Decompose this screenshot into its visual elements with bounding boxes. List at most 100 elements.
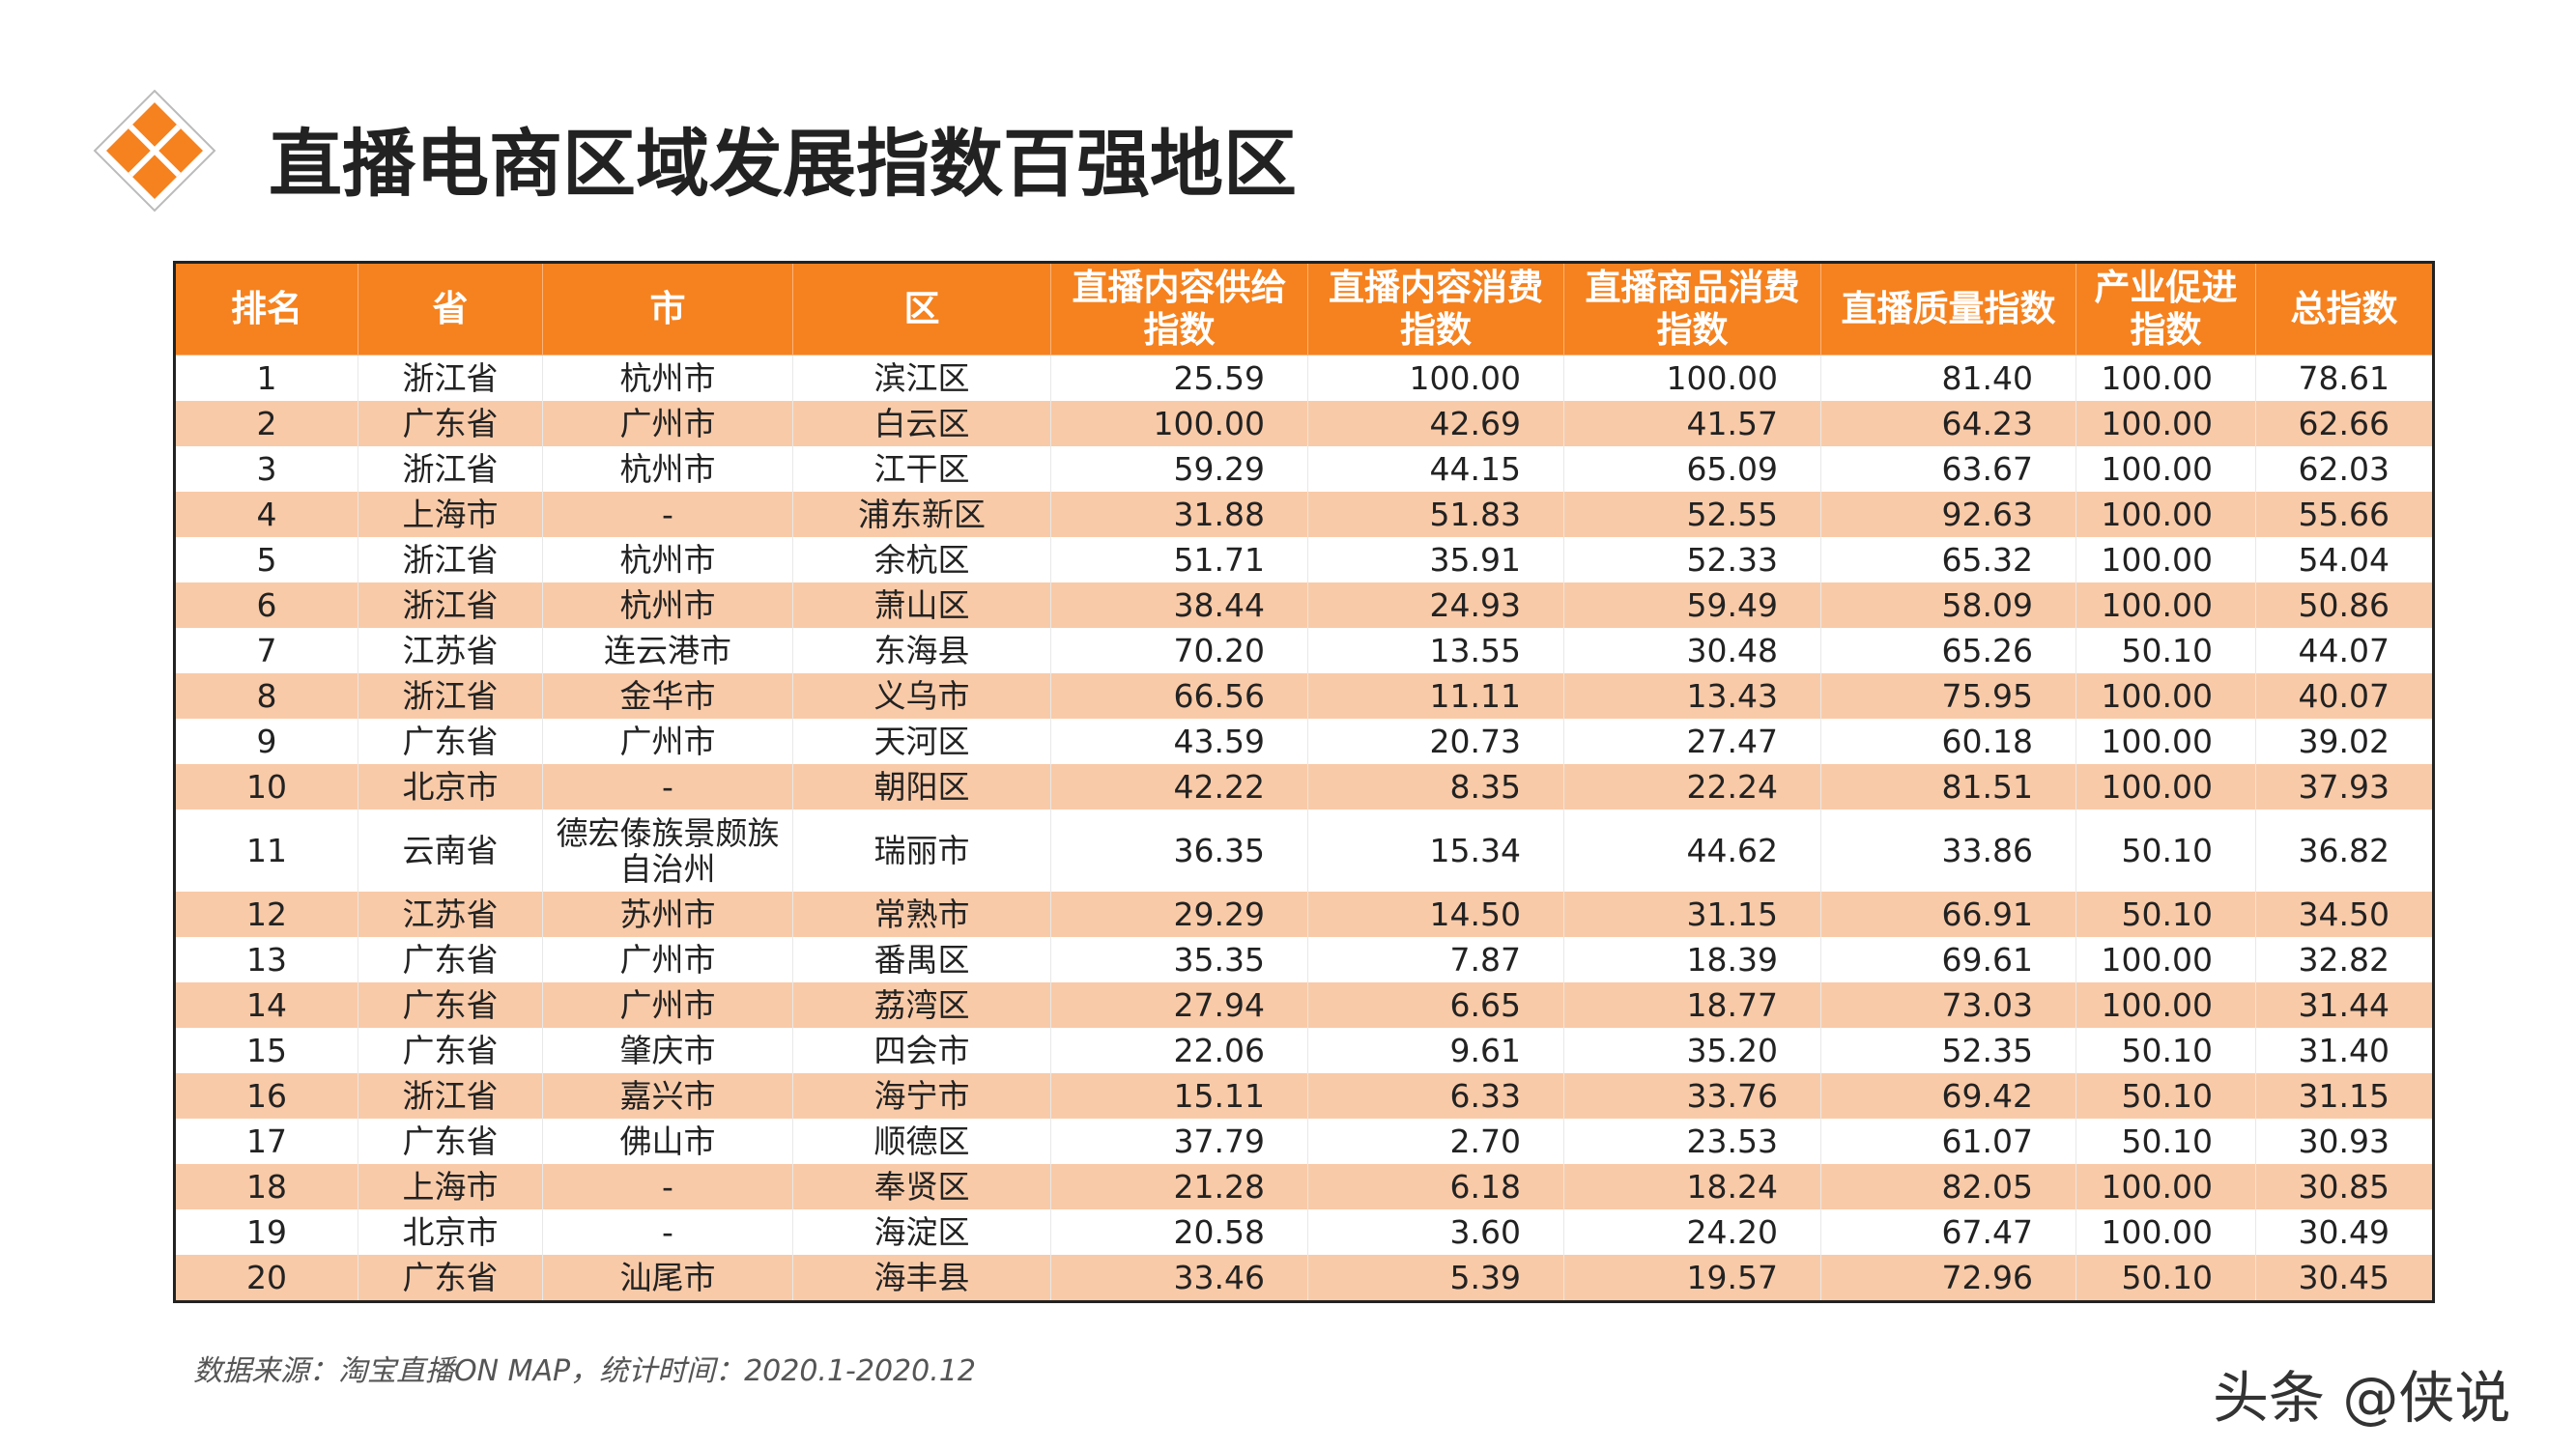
table-cell: 50.10 — [2075, 1255, 2256, 1302]
table-cell: 65.26 — [1820, 628, 2076, 673]
table-cell: 50.10 — [2075, 628, 2256, 673]
table-cell: 43.59 — [1050, 719, 1308, 764]
table-cell: 24.20 — [1563, 1209, 1821, 1255]
table-cell: 江干区 — [792, 446, 1051, 492]
table-cell: 14 — [174, 982, 358, 1028]
data-table: 排名省市区直播内容供给指数 直播内容消费指数 直播商品消费指数 直播质量指数 产业促进指… — [173, 261, 2435, 1303]
table-cell: - — [542, 764, 793, 810]
table-cell: 17 — [174, 1119, 358, 1164]
table-cell: 23.53 — [1563, 1119, 1821, 1164]
table-cell: 58.09 — [1820, 582, 2076, 628]
table-cell: 滨江区 — [792, 355, 1051, 401]
column-header: 直播商品消费指数 — [1563, 262, 1821, 355]
table-cell: 广东省 — [358, 982, 543, 1028]
table-cell: 72.96 — [1820, 1255, 2076, 1302]
table-cell: 50.10 — [2075, 1119, 2256, 1164]
column-header: 区 — [792, 262, 1051, 355]
table-cell: 19.57 — [1563, 1255, 1821, 1302]
page-title: 直播电商区域发展指数百强地区 — [269, 121, 1297, 207]
table-cell: 荔湾区 — [792, 982, 1051, 1028]
table-cell: 5.39 — [1307, 1255, 1564, 1302]
watermark: 头条 @侠说 — [2213, 1365, 2511, 1431]
column-header: 省 — [358, 262, 543, 355]
table-cell: 39.02 — [2255, 719, 2434, 764]
table-cell: 天河区 — [792, 719, 1051, 764]
table-cell: 24.93 — [1307, 582, 1564, 628]
table-cell: 18 — [174, 1164, 358, 1209]
table-cell: 顺德区 — [792, 1119, 1051, 1164]
table-cell: 50.10 — [2075, 1028, 2256, 1073]
table-cell: 7.87 — [1307, 937, 1564, 982]
table-cell: 37.79 — [1050, 1119, 1308, 1164]
table-cell: 11.11 — [1307, 673, 1564, 719]
table-cell: 20 — [174, 1255, 358, 1302]
table-cell: - — [542, 492, 793, 537]
table-row: 10 北京市 - 朝阳区 42.22 8.35 22.24 81.51 100.00 37.93 — [174, 764, 2434, 810]
table-row: 20 广东省 汕尾市 海丰县 33.46 5.39 19.57 72.96 50.10 30.45 — [174, 1255, 2434, 1302]
table-cell: 22.06 — [1050, 1028, 1308, 1073]
table-row: 19 北京市 - 海淀区 20.58 3.60 24.20 67.47 100.00 30.49 — [174, 1209, 2434, 1255]
table-cell: 100.00 — [2075, 1209, 2256, 1255]
table-cell: 65.32 — [1820, 537, 2076, 582]
table-cell: 6 — [174, 582, 358, 628]
table-cell: 100.00 — [2075, 982, 2256, 1028]
table-cell: 金华市 — [542, 673, 793, 719]
table-cell: 30.93 — [2255, 1119, 2434, 1164]
table-cell: 海淀区 — [792, 1209, 1051, 1255]
table-cell: 杭州市 — [542, 355, 793, 401]
table-cell: 5 — [174, 537, 358, 582]
table-cell: 69.61 — [1820, 937, 2076, 982]
table-row: 3 浙江省 杭州市 江干区 59.29 44.15 65.09 63.67 100.00 62.0… — [174, 446, 2434, 492]
table-cell: 3.60 — [1307, 1209, 1564, 1255]
table-cell: 50.10 — [2075, 1073, 2256, 1119]
table-cell: 100.00 — [2075, 537, 2256, 582]
table-cell: 朝阳区 — [792, 764, 1051, 810]
table-cell: 浙江省 — [358, 1073, 543, 1119]
table-cell: 75.95 — [1820, 673, 2076, 719]
table-cell: 15.34 — [1307, 810, 1564, 892]
column-header: 排名 — [174, 262, 358, 355]
table-cell: 100.00 — [2075, 492, 2256, 537]
table-row: 18 上海市 - 奉贤区 21.28 6.18 18.24 82.05 100.00 30.85 — [174, 1164, 2434, 1209]
table-cell: 36.35 — [1050, 810, 1308, 892]
table-cell: 13 — [174, 937, 358, 982]
table-row: 11 云南省 德宏傣族景颇族自治州 瑞丽市 36.35 15.34 44.62 33.86 50… — [174, 810, 2434, 892]
table-row: 7 江苏省 连云港市 东海县 70.20 13.55 30.48 65.26 50.10 44.0… — [174, 628, 2434, 673]
table-cell: 100.00 — [2075, 1164, 2256, 1209]
table-cell: 杭州市 — [542, 537, 793, 582]
table-cell: 22.24 — [1563, 764, 1821, 810]
table-cell: 35.91 — [1307, 537, 1564, 582]
table-cell: 3 — [174, 446, 358, 492]
table-cell: 100.00 — [2075, 937, 2256, 982]
table-row: 6 浙江省 杭州市 萧山区 38.44 24.93 59.49 58.09 100.00 50.8… — [174, 582, 2434, 628]
table-cell: 100.00 — [2075, 355, 2256, 401]
table-cell: 37.93 — [2255, 764, 2434, 810]
table-cell: 20.73 — [1307, 719, 1564, 764]
table-cell: 30.48 — [1563, 628, 1821, 673]
table-cell: 杭州市 — [542, 446, 793, 492]
table-cell: 10 — [174, 764, 358, 810]
table-row: 12 江苏省 苏州市 常熟市 29.29 14.50 31.15 66.91 50.10 34.5… — [174, 892, 2434, 937]
table-cell: 31.40 — [2255, 1028, 2434, 1073]
table-cell: 100.00 — [2075, 673, 2256, 719]
table-cell: 德宏傣族景颇族自治州 — [542, 810, 793, 892]
table-cell: - — [542, 1209, 793, 1255]
table-row: 15 广东省 肇庆市 四会市 22.06 9.61 35.20 52.35 50.10 31.40 — [174, 1028, 2434, 1073]
table-cell: 54.04 — [2255, 537, 2434, 582]
table-cell: 55.66 — [2255, 492, 2434, 537]
table-cell: 江苏省 — [358, 892, 543, 937]
table-cell: 番禺区 — [792, 937, 1051, 982]
table-cell: 12 — [174, 892, 358, 937]
header-row: 排名省市区直播内容供给指数 直播内容消费指数 直播商品消费指数 直播质量指数 产业促进指… — [174, 262, 2434, 355]
table-cell: 78.61 — [2255, 355, 2434, 401]
table-row: 2 广东省 广州市 白云区 100.00 42.69 41.57 64.23 100.00 62.… — [174, 401, 2434, 446]
table-cell: 6.65 — [1307, 982, 1564, 1028]
table-cell: 31.15 — [2255, 1073, 2434, 1119]
table-cell: 2.70 — [1307, 1119, 1564, 1164]
table-cell: 36.82 — [2255, 810, 2434, 892]
table-cell: 浙江省 — [358, 355, 543, 401]
table-cell: 50.10 — [2075, 892, 2256, 937]
table-cell: 30.45 — [2255, 1255, 2434, 1302]
table-cell: 广东省 — [358, 1028, 543, 1073]
table-cell: 广州市 — [542, 937, 793, 982]
